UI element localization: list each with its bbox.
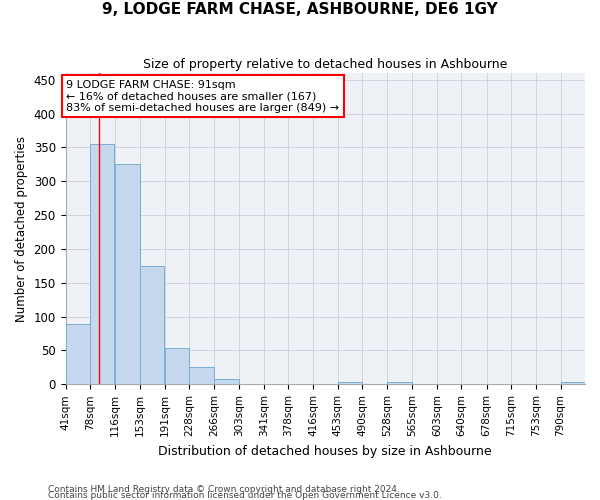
- Y-axis label: Number of detached properties: Number of detached properties: [15, 136, 28, 322]
- Text: Contains HM Land Registry data © Crown copyright and database right 2024.: Contains HM Land Registry data © Crown c…: [48, 484, 400, 494]
- Text: 9 LODGE FARM CHASE: 91sqm
← 16% of detached houses are smaller (167)
83% of semi: 9 LODGE FARM CHASE: 91sqm ← 16% of detac…: [66, 80, 340, 113]
- Bar: [164, 348, 189, 384]
- Bar: [90, 144, 115, 384]
- Bar: [338, 382, 362, 384]
- Bar: [140, 266, 164, 384]
- Bar: [115, 164, 140, 384]
- X-axis label: Distribution of detached houses by size in Ashbourne: Distribution of detached houses by size …: [158, 444, 492, 458]
- Bar: [189, 368, 214, 384]
- Text: Contains public sector information licensed under the Open Government Licence v3: Contains public sector information licen…: [48, 490, 442, 500]
- Bar: [560, 382, 585, 384]
- Title: Size of property relative to detached houses in Ashbourne: Size of property relative to detached ho…: [143, 58, 508, 70]
- Text: 9, LODGE FARM CHASE, ASHBOURNE, DE6 1GY: 9, LODGE FARM CHASE, ASHBOURNE, DE6 1GY: [102, 2, 498, 18]
- Bar: [65, 324, 90, 384]
- Bar: [214, 379, 239, 384]
- Bar: [388, 382, 412, 384]
